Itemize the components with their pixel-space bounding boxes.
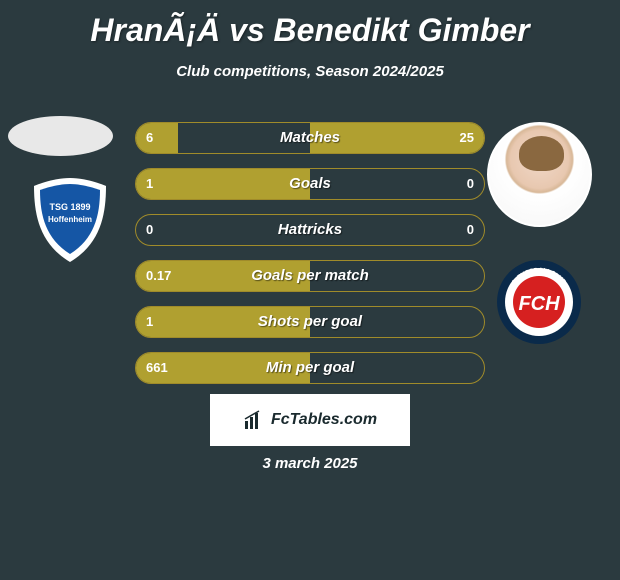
stat-label: Matches xyxy=(136,123,484,153)
player-right-avatar xyxy=(487,122,592,227)
stat-row: 1Shots per goal xyxy=(135,306,485,338)
stat-value-right: 0 xyxy=(467,215,474,245)
club-left-badge: TSG 1899 Hoffenheim xyxy=(18,176,123,266)
hoffenheim-shield-icon: TSG 1899 Hoffenheim xyxy=(18,176,123,266)
page-subtitle: Club competitions, Season 2024/2025 xyxy=(0,63,620,80)
player-left-avatar xyxy=(8,116,113,156)
stat-row: 0Hattricks0 xyxy=(135,214,485,246)
stat-label: Hattricks xyxy=(136,215,484,245)
stat-row: 1Goals0 xyxy=(135,168,485,200)
stat-label: Shots per goal xyxy=(136,307,484,337)
stat-row: 6Matches25 xyxy=(135,122,485,154)
heidenheim-badge-icon: FCH 1. FUSSBALLCLUB xyxy=(487,257,592,347)
footer-brand-text: FcTables.com xyxy=(271,411,377,429)
stat-row: 0.17Goals per match xyxy=(135,260,485,292)
page-title: HranÃ¡Ä vs Benedikt Gimber xyxy=(0,0,620,49)
club-right-badge: FCH 1. FUSSBALLCLUB xyxy=(487,257,592,347)
stat-value-right: 0 xyxy=(467,169,474,199)
svg-text:TSG 1899: TSG 1899 xyxy=(49,202,90,212)
date-text: 3 march 2025 xyxy=(0,455,620,472)
stat-label: Goals per match xyxy=(136,261,484,291)
svg-text:FCH: FCH xyxy=(518,293,560,315)
stats-comparison-table: 6Matches251Goals00Hattricks00.17Goals pe… xyxy=(135,122,485,398)
svg-text:Hoffenheim: Hoffenheim xyxy=(48,215,92,224)
chart-bar-icon xyxy=(243,409,265,431)
stat-label: Goals xyxy=(136,169,484,199)
stat-label: Min per goal xyxy=(136,353,484,383)
footer-brand-badge[interactable]: FcTables.com xyxy=(210,394,410,446)
stat-row: 661Min per goal xyxy=(135,352,485,384)
stat-value-right: 25 xyxy=(460,123,474,153)
